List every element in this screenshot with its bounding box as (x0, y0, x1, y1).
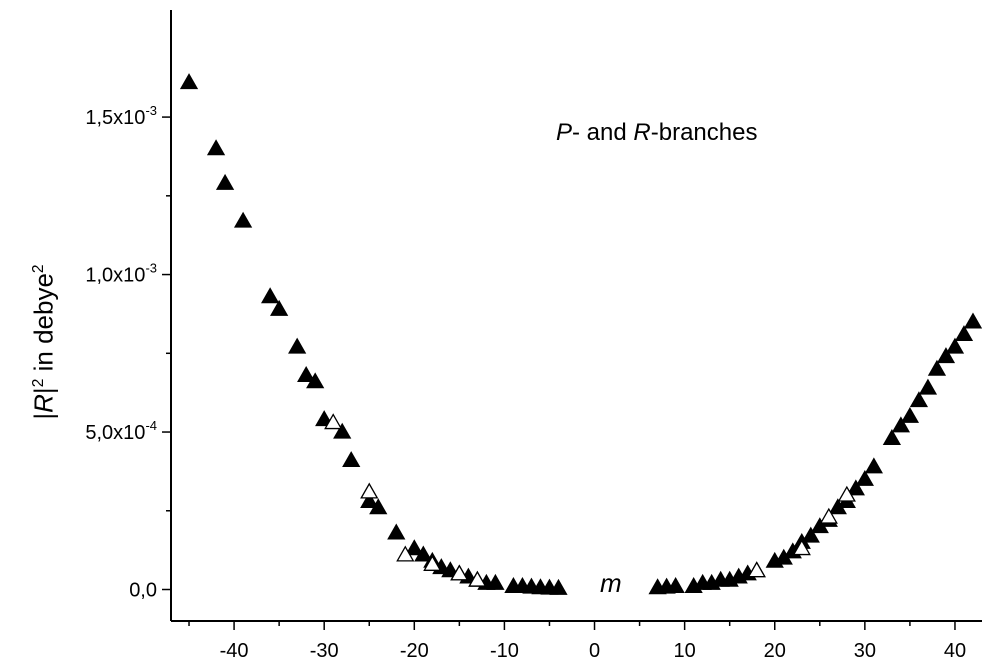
filled-triangle-point (387, 523, 406, 540)
chart-annotation: P- and R-branches (556, 119, 757, 147)
y-label-sup-1: 2 (29, 378, 47, 388)
x-tick-label: 10 (674, 640, 696, 662)
filled-triangle-point (306, 372, 325, 389)
filled-triangle-point (233, 211, 253, 228)
filled-triangle-point (315, 410, 334, 427)
open-triangle-point (837, 485, 856, 502)
y-label-r: R (28, 394, 59, 413)
filled-triangle-point (270, 299, 289, 316)
open-triangle-point (468, 570, 487, 587)
filled-triangle-point (369, 498, 388, 515)
y-tick-base: 5,0x10 (85, 422, 145, 444)
y-label-bar-left: | (28, 412, 59, 420)
y-tick-exponent: -3 (145, 261, 157, 276)
open-triangle-point (324, 413, 343, 430)
y-axis-label: |R|2 in debye2 (29, 264, 60, 419)
x-tick-label: -10 (490, 640, 519, 662)
x-tick-label: 0 (589, 640, 600, 662)
x-tick-label: -20 (400, 640, 429, 662)
y-tick-label: 0,0 (129, 580, 157, 602)
filled-triangle-point (405, 539, 424, 556)
annotation-p: P (556, 119, 573, 146)
filled-triangle-point (360, 492, 379, 508)
open-triangle-point (450, 564, 469, 581)
annotation-r: R (633, 119, 651, 146)
filled-triangle-point (441, 561, 460, 578)
annotation-tail: -branches (650, 119, 758, 146)
y-tick-label: 1,0x10-3 (85, 261, 157, 287)
filled-triangle-point (666, 577, 685, 594)
y-tick-exponent: -4 (145, 418, 157, 433)
filled-triangle-point (963, 312, 982, 329)
filled-triangle-point (801, 526, 820, 543)
filled-triangle-point (918, 378, 938, 395)
x-tick-label: 30 (854, 640, 876, 662)
y-label-sup-2: 2 (29, 264, 47, 274)
filled-triangle-point (864, 457, 883, 474)
y-tick-base: 1,0x10 (85, 265, 145, 287)
filled-triangle-point (846, 479, 865, 496)
y-label-bar-right: | (28, 387, 59, 395)
filled-triangle-point (945, 337, 965, 354)
filled-triangle-point (179, 73, 199, 90)
filled-triangle-point (891, 416, 911, 433)
open-triangle-point (819, 507, 838, 524)
x-axis-label: m (600, 568, 622, 598)
filled-triangle-point (486, 573, 505, 590)
y-tick-base: 0,0 (129, 580, 157, 602)
filled-triangle-point (927, 359, 947, 376)
x-tick-label: 40 (944, 640, 966, 662)
filled-triangle-point (215, 173, 235, 190)
x-tick-label: -40 (220, 640, 249, 662)
x-tick-label: 20 (764, 640, 786, 662)
data-points (179, 73, 982, 595)
y-label-mid: in debye (28, 273, 59, 379)
filled-triangle-point (333, 422, 352, 439)
filled-triangle-point (909, 391, 929, 408)
filled-triangle-point (414, 545, 433, 562)
open-triangle-point (360, 482, 379, 499)
filled-triangle-point (900, 406, 920, 423)
open-triangle-point (747, 561, 766, 578)
filled-triangle-point (206, 139, 226, 156)
y-tick-label: 1,5x10-3 (85, 103, 157, 129)
filled-triangle-point (954, 325, 974, 342)
filled-triangle-point (297, 366, 316, 382)
ticks: -40 -30 -20 -10 0 10 20 30 400,05,0x10-41,0x10-3… (85, 103, 966, 662)
filled-triangle-point (261, 287, 280, 304)
open-triangle-point (396, 545, 415, 562)
filled-triangle-point (342, 451, 361, 468)
open-triangle-point (423, 554, 442, 571)
filled-triangle-point (549, 578, 568, 595)
y-tick-label: 5,0x10-4 (85, 418, 157, 444)
filled-triangle-point (936, 347, 956, 364)
y-tick-exponent: -3 (145, 103, 157, 118)
annotation-mid: - and (572, 119, 634, 146)
axes (170, 10, 982, 622)
open-triangle-point (792, 539, 811, 556)
x-tick-label: -30 (310, 640, 339, 662)
filled-triangle-point (855, 469, 874, 486)
filled-triangle-point (288, 337, 307, 354)
filled-triangle-point (882, 429, 902, 445)
y-tick-base: 1,5x10 (85, 107, 145, 129)
